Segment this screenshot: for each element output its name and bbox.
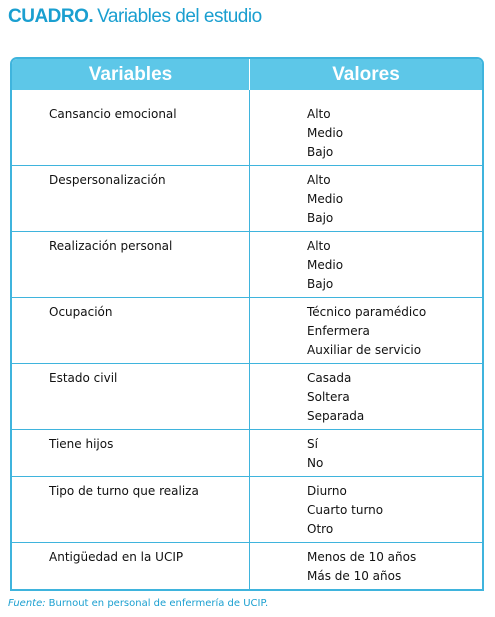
values-cell: Diurno Cuarto turno Otro bbox=[250, 476, 482, 542]
variable-cell: Cansancio emocional bbox=[12, 90, 250, 165]
header-cell: Valores bbox=[250, 59, 482, 90]
variable-cell: Ocupación bbox=[12, 297, 250, 363]
table-row: Realización personal Alto Medio Bajo bbox=[12, 231, 482, 297]
value-item: Soltera bbox=[307, 390, 350, 404]
value-item: Alto bbox=[307, 173, 331, 187]
value-item: No bbox=[307, 456, 324, 470]
value-item: Sí bbox=[307, 437, 318, 451]
values-cell: Menos de 10 años Más de 10 años bbox=[250, 542, 482, 589]
variable-cell: Antigüedad en la UCIP bbox=[12, 542, 250, 589]
value-item: Bajo bbox=[307, 145, 334, 159]
value-item: Bajo bbox=[307, 211, 334, 225]
value-item: Menos de 10 años bbox=[307, 550, 417, 564]
table-row: Antigüedad en la UCIP Menos de 10 años Más… bbox=[12, 542, 482, 589]
value-item: Otro bbox=[307, 522, 334, 536]
header-row: Variables Valores bbox=[12, 59, 482, 90]
table-row: Estado civil Casada Soltera Separada bbox=[12, 363, 482, 429]
values-cell: Técnico paramédico Enfermera Auxiliar de s… bbox=[250, 297, 482, 363]
value-item: Cuarto turno bbox=[307, 503, 384, 517]
title: CUADRO. Variables del estudio bbox=[8, 6, 262, 28]
value-item: Casada bbox=[307, 371, 352, 385]
value-item: Medio bbox=[307, 192, 344, 206]
table-row: Tiene hijos Sí No bbox=[12, 429, 482, 476]
values-cell: Alto Medio Bajo bbox=[250, 231, 482, 297]
header-cell: Variables bbox=[12, 59, 250, 90]
table-row: Ocupación Técnico paramédico Enfermera Auxi… bbox=[12, 297, 482, 363]
footnote-text: Burnout en personal de enfermería de UCI… bbox=[48, 598, 269, 609]
footnote-label: Fuente: bbox=[8, 598, 46, 609]
values-cell: Casada Soltera Separada bbox=[250, 363, 482, 429]
variable-cell: Tipo de turno que realiza bbox=[12, 476, 250, 542]
footnote: Fuente: Burnout en personal de enfermería… bbox=[8, 598, 268, 609]
variable-cell: Tiene hijos bbox=[12, 429, 250, 476]
values-cell: Sí No bbox=[250, 429, 482, 476]
table-row: Despersonalización Alto Medio Bajo bbox=[12, 165, 482, 231]
values-cell: Alto Medio Bajo bbox=[250, 165, 482, 231]
value-item: Diurno bbox=[307, 484, 347, 498]
title-text: Variables del estudio bbox=[97, 6, 262, 27]
value-item: Medio bbox=[307, 258, 344, 272]
value-item: Técnico paramédico bbox=[307, 305, 427, 319]
value-item: Más de 10 años bbox=[307, 569, 402, 583]
value-item: Enfermera bbox=[307, 324, 370, 338]
table: Variables Valores Cansancio emocional Alt… bbox=[10, 57, 484, 591]
table-row: Cansancio emocional Alto Medio Bajo bbox=[12, 90, 482, 165]
value-item: Separada bbox=[307, 409, 365, 423]
variable-cell: Despersonalización bbox=[12, 165, 250, 231]
value-item: Auxiliar de servicio bbox=[307, 343, 422, 357]
title-label: CUADRO. bbox=[8, 6, 94, 27]
value-item: Bajo bbox=[307, 277, 334, 291]
table-row: Tipo de turno que realiza Diurno Cuarto tu… bbox=[12, 476, 482, 542]
value-item: Medio bbox=[307, 126, 344, 140]
values-cell: Alto Medio Bajo bbox=[250, 90, 482, 165]
value-item: Alto bbox=[307, 239, 331, 253]
variable-cell: Estado civil bbox=[12, 363, 250, 429]
variable-cell: Realización personal bbox=[12, 231, 250, 297]
value-item: Alto bbox=[307, 107, 331, 121]
